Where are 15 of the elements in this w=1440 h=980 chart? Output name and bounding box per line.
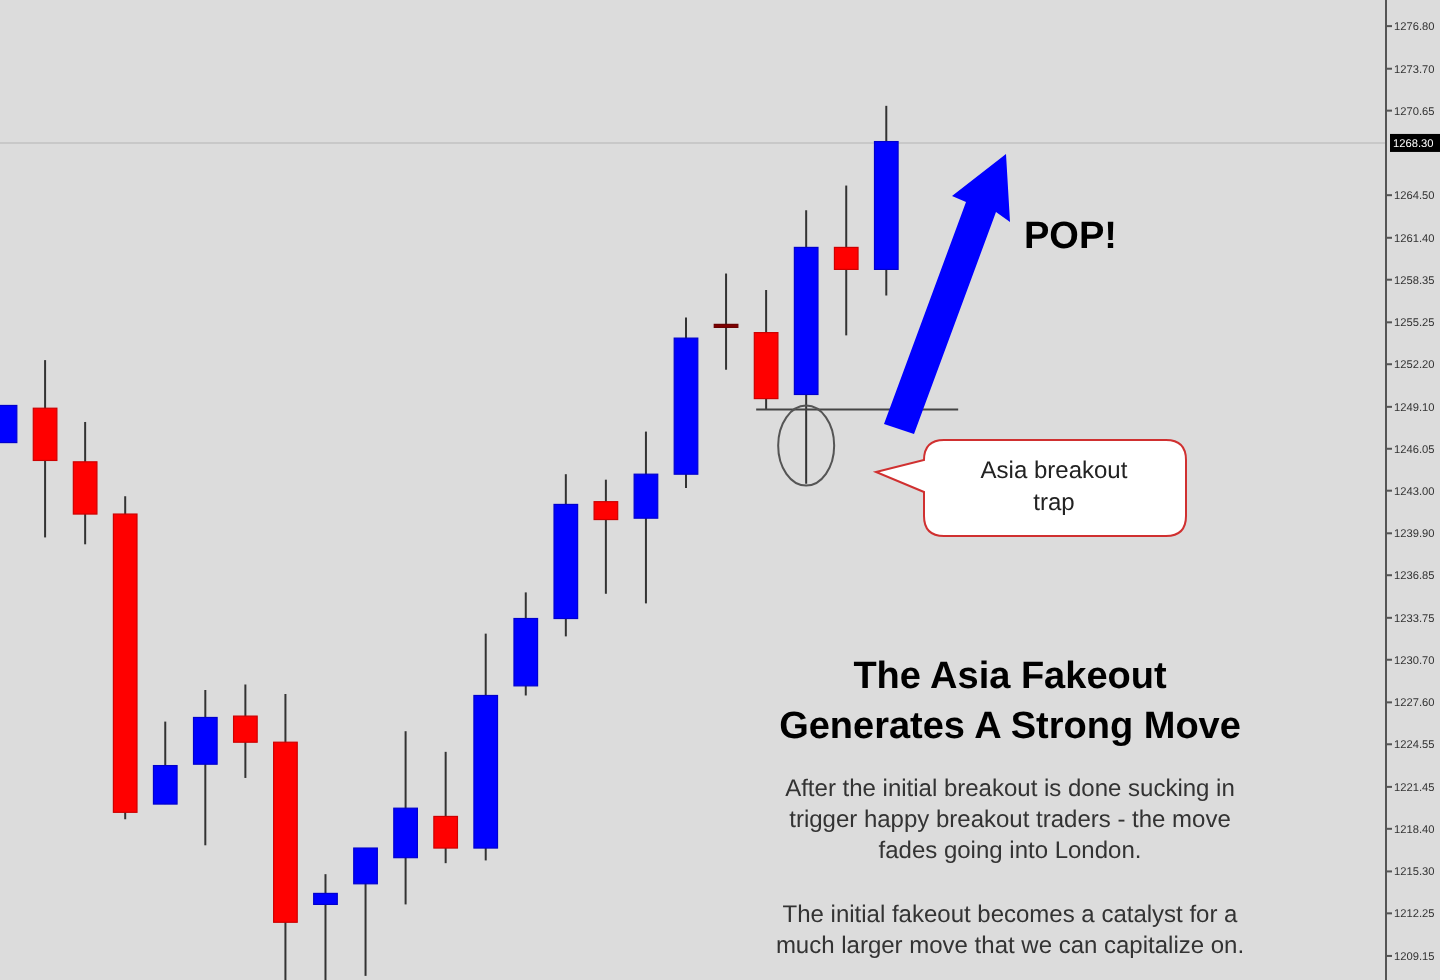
- annotation: POP!: [1024, 216, 1117, 258]
- candlestick: [833, 184, 859, 337]
- annotation: After the initial breakout is done sucking in trigger happy breakout traders - the move fades going into London.: [785, 774, 1235, 864]
- candlestick: [232, 683, 258, 779]
- candlestick: [353, 847, 378, 977]
- candlestick: [593, 478, 619, 595]
- candlestick: [713, 272, 739, 371]
- candlestick: [192, 688, 218, 847]
- candlestick: [152, 720, 178, 806]
- candlestick: [633, 430, 659, 605]
- annotation: The initial fakeout becomes a catalyst for a much larger move that we can capitalize on.: [775, 900, 1245, 959]
- text: The Asia Fakeout Generates A Strong Move: [779, 656, 1241, 748]
- candlestick: [433, 750, 459, 865]
- annotation: Asia breakout trap: [980, 456, 1129, 516]
- candlestick: [313, 873, 338, 980]
